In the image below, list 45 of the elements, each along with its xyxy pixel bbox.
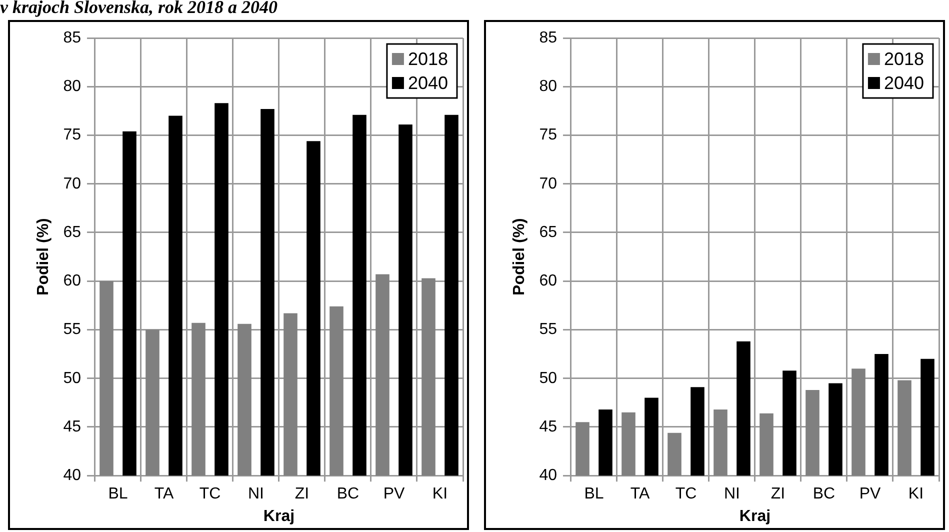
x-tick-label: BC [812, 486, 836, 503]
y-tick-label: 80 [539, 78, 558, 96]
y-tick-label: 60 [63, 272, 82, 290]
x-tick-label: ZI [294, 486, 310, 503]
legend-label: 2018 [884, 48, 924, 69]
y-tick-label: 55 [539, 321, 558, 338]
y-tick-label: 65 [63, 224, 82, 241]
x-tick-label: PV [859, 486, 881, 503]
y-tick-label: 60 [539, 272, 558, 290]
y-tick-label: 40 [63, 467, 82, 484]
legend-label: 2040 [884, 72, 924, 93]
x-tick-label: NI [724, 486, 740, 503]
y-tick-label: 85 [63, 29, 82, 46]
x-tick-label: BL [584, 486, 604, 503]
x-tick-label: TA [154, 486, 174, 503]
y-tick-label: 45 [539, 418, 558, 436]
y-axis-title: Podiel (%) [511, 218, 528, 296]
y-tick-label: 50 [63, 370, 82, 387]
y-tick-label: 55 [63, 321, 82, 338]
y-tick-label: 85 [539, 29, 558, 46]
y-tick-label: 80 [63, 78, 82, 96]
y-tick-label: 75 [63, 126, 82, 144]
y-axis-title: Podiel (%) [35, 218, 52, 296]
x-axis-title: Kraj [263, 508, 295, 525]
x-tick-label: ZI [770, 486, 786, 503]
x-tick-label: PV [383, 486, 405, 503]
x-tick-label: KI [908, 486, 924, 503]
y-tick-label: 75 [539, 126, 558, 144]
x-tick-label: BC [336, 486, 360, 503]
y-tick-label: 45 [63, 418, 82, 436]
chart-title: v krajoch Slovenska, rok 2018 a 2040 [0, 0, 278, 17]
y-tick-label: 70 [539, 175, 558, 192]
x-tick-label: BL [108, 486, 128, 503]
y-tick-label: 65 [539, 224, 558, 241]
legend-label: 2018 [408, 48, 448, 69]
legend-label: 2040 [408, 72, 448, 93]
y-tick-label: 40 [539, 467, 558, 484]
x-tick-label: TA [630, 486, 650, 503]
x-tick-label: KI [432, 486, 448, 503]
y-tick-label: 70 [63, 175, 82, 192]
x-tick-label: TC [199, 486, 221, 503]
x-tick-label: TC [675, 486, 697, 503]
x-tick-label: NI [248, 486, 264, 503]
y-tick-label: 50 [539, 370, 558, 387]
x-axis-title: Kraj [739, 508, 771, 525]
